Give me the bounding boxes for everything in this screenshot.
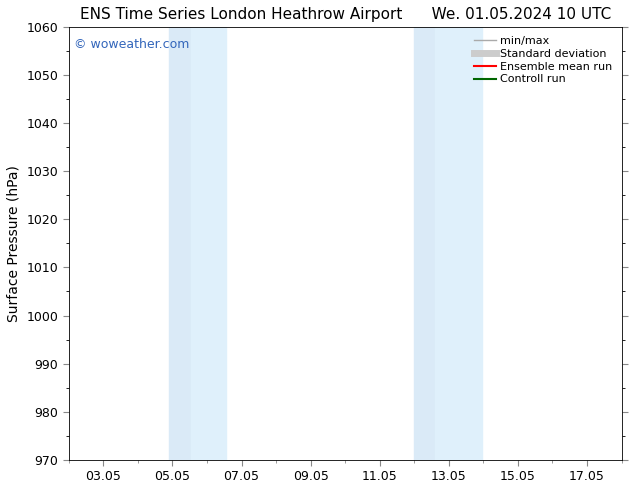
Title: ENS Time Series London Heathrow Airport      We. 01.05.2024 10 UTC: ENS Time Series London Heathrow Airport … <box>79 7 611 22</box>
Y-axis label: Surface Pressure (hPa): Surface Pressure (hPa) <box>7 165 21 322</box>
Text: © woweather.com: © woweather.com <box>74 38 190 51</box>
Bar <box>191 27 226 460</box>
Legend: min/max, Standard deviation, Ensemble mean run, Controll run: min/max, Standard deviation, Ensemble me… <box>470 33 616 88</box>
Bar <box>435 27 482 460</box>
Bar <box>414 27 435 460</box>
Bar <box>169 27 191 460</box>
